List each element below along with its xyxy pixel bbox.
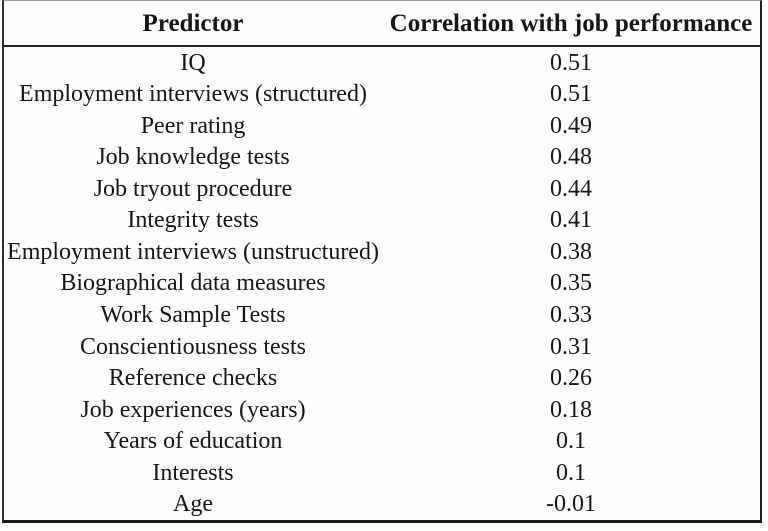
predictor-correlation-table: Predictor Correlation with job performan… bbox=[2, 0, 762, 523]
correlation-cell: 0.38 bbox=[550, 238, 592, 265]
table-row: Reference checks 0.26 bbox=[4, 362, 760, 394]
correlation-cell: 0.26 bbox=[550, 365, 592, 392]
predictor-cell: Integrity tests bbox=[127, 207, 259, 234]
predictor-cell: Employment interviews (unstructured) bbox=[7, 238, 379, 265]
table-row: Employment interviews (unstructured) 0.3… bbox=[4, 236, 760, 268]
correlation-cell: 0.49 bbox=[550, 112, 592, 139]
correlation-cell: 0.48 bbox=[550, 144, 592, 171]
table-body: IQ 0.51 Employment interviews (structure… bbox=[4, 47, 760, 520]
table-row: Biographical data measures 0.35 bbox=[4, 268, 760, 300]
predictor-cell: Interests bbox=[152, 459, 234, 486]
predictor-cell: Biographical data measures bbox=[60, 270, 326, 297]
correlation-cell: 0.41 bbox=[550, 207, 592, 234]
correlation-cell: 0.18 bbox=[550, 396, 592, 423]
predictor-cell: IQ bbox=[180, 49, 206, 76]
table-row: Peer rating 0.49 bbox=[4, 110, 760, 142]
table-row: Interests 0.1 bbox=[4, 457, 760, 489]
table-row: Age -0.01 bbox=[4, 488, 760, 520]
table-row: Job experiences (years) 0.18 bbox=[4, 394, 760, 426]
table-row: Integrity tests 0.41 bbox=[4, 205, 760, 237]
predictor-cell: Reference checks bbox=[108, 365, 278, 392]
predictor-cell: Peer rating bbox=[140, 112, 246, 139]
table-row: Work Sample Tests 0.33 bbox=[4, 299, 760, 331]
correlation-cell: 0.1 bbox=[556, 459, 586, 486]
correlation-cell: 0.33 bbox=[550, 302, 592, 329]
table-row: IQ 0.51 bbox=[4, 47, 760, 79]
header-correlation: Correlation with job performance bbox=[389, 9, 753, 37]
header-predictor: Predictor bbox=[142, 9, 244, 37]
correlation-cell: 0.51 bbox=[550, 49, 592, 76]
correlation-cell: 0.51 bbox=[550, 81, 592, 108]
predictor-cell: Age bbox=[173, 491, 213, 518]
correlation-cell: 0.1 bbox=[556, 428, 586, 455]
predictor-cell: Job knowledge tests bbox=[96, 144, 290, 171]
correlation-cell: 0.31 bbox=[550, 333, 592, 360]
table-row: Job knowledge tests 0.48 bbox=[4, 142, 760, 174]
correlation-cell: 0.44 bbox=[550, 175, 592, 202]
predictor-cell: Employment interviews (structured) bbox=[19, 81, 367, 108]
table-header-row: Predictor Correlation with job performan… bbox=[4, 1, 760, 47]
predictor-cell: Job tryout procedure bbox=[93, 175, 293, 202]
table-row: Years of education 0.1 bbox=[4, 425, 760, 457]
predictor-cell: Conscientiousness tests bbox=[80, 333, 306, 360]
predictor-cell: Years of education bbox=[103, 428, 283, 455]
correlation-cell: 0.35 bbox=[550, 270, 592, 297]
predictor-cell: Work Sample Tests bbox=[100, 302, 286, 329]
predictor-cell: Job experiences (years) bbox=[80, 396, 306, 423]
table-row: Employment interviews (structured) 0.51 bbox=[4, 79, 760, 111]
correlation-cell: -0.01 bbox=[546, 491, 596, 518]
table-row: Conscientiousness tests 0.31 bbox=[4, 331, 760, 363]
table-row: Job tryout procedure 0.44 bbox=[4, 173, 760, 205]
